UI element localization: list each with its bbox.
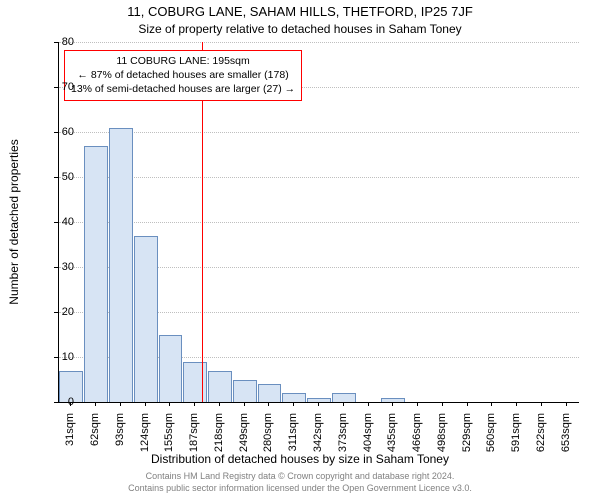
y-tick-mark bbox=[54, 177, 58, 178]
histogram-bar bbox=[332, 393, 356, 402]
grid-line bbox=[59, 177, 579, 178]
x-tick-mark bbox=[318, 402, 319, 406]
x-tick-mark bbox=[368, 402, 369, 406]
y-tick-label: 80 bbox=[44, 36, 74, 48]
x-tick-mark bbox=[145, 402, 146, 406]
x-tick-label: 311sqm bbox=[287, 413, 299, 453]
chart-container: 11, COBURG LANE, SAHAM HILLS, THETFORD, … bbox=[0, 0, 600, 500]
histogram-bar bbox=[84, 146, 108, 403]
y-tick-label: 30 bbox=[44, 261, 74, 273]
x-tick-label: 280sqm bbox=[262, 413, 274, 453]
x-tick-label: 62sqm bbox=[89, 413, 101, 453]
x-tick-label: 31sqm bbox=[64, 413, 76, 453]
histogram-bar bbox=[233, 380, 257, 403]
x-tick-label: 218sqm bbox=[213, 413, 225, 453]
y-tick-label: 10 bbox=[44, 351, 74, 363]
x-tick-label: 373sqm bbox=[337, 413, 349, 453]
chart-title: 11, COBURG LANE, SAHAM HILLS, THETFORD, … bbox=[0, 4, 600, 19]
y-tick-label: 50 bbox=[44, 171, 74, 183]
y-tick-label: 20 bbox=[44, 306, 74, 318]
x-tick-mark bbox=[293, 402, 294, 406]
x-tick-mark bbox=[70, 402, 71, 406]
x-axis-label: Distribution of detached houses by size … bbox=[0, 452, 600, 466]
x-tick-label: 187sqm bbox=[188, 413, 200, 453]
x-tick-mark bbox=[541, 402, 542, 406]
x-tick-label: 342sqm bbox=[312, 413, 324, 453]
x-tick-mark bbox=[417, 402, 418, 406]
x-tick-label: 622sqm bbox=[535, 413, 547, 453]
histogram-bar bbox=[159, 335, 183, 403]
x-tick-label: 93sqm bbox=[114, 413, 126, 453]
x-tick-mark bbox=[442, 402, 443, 406]
x-tick-mark bbox=[169, 402, 170, 406]
annotation-line-1: 11 COBURG LANE: 195sqm bbox=[71, 54, 295, 68]
x-tick-label: 591sqm bbox=[510, 413, 522, 453]
histogram-bar bbox=[282, 393, 306, 402]
x-tick-mark bbox=[268, 402, 269, 406]
histogram-bar bbox=[134, 236, 158, 403]
x-tick-mark bbox=[516, 402, 517, 406]
x-tick-label: 435sqm bbox=[386, 413, 398, 453]
x-tick-label: 466sqm bbox=[411, 413, 423, 453]
footer-line-1: Contains HM Land Registry data © Crown c… bbox=[0, 471, 600, 481]
x-tick-mark bbox=[95, 402, 96, 406]
annotation-box: 11 COBURG LANE: 195sqm ← 87% of detached… bbox=[64, 50, 302, 101]
footer-line-2: Contains public sector information licen… bbox=[0, 483, 600, 493]
x-tick-label: 498sqm bbox=[436, 413, 448, 453]
x-tick-mark bbox=[219, 402, 220, 406]
x-tick-label: 155sqm bbox=[163, 413, 175, 453]
histogram-bar bbox=[208, 371, 232, 403]
y-axis-label: Number of detached properties bbox=[7, 139, 21, 304]
x-tick-label: 529sqm bbox=[461, 413, 473, 453]
x-tick-label: 124sqm bbox=[139, 413, 151, 453]
x-tick-mark bbox=[467, 402, 468, 406]
y-tick-mark bbox=[54, 42, 58, 43]
chart-subtitle: Size of property relative to detached ho… bbox=[0, 22, 600, 36]
x-tick-label: 249sqm bbox=[238, 413, 250, 453]
annotation-line-3: 13% of semi-detached houses are larger (… bbox=[71, 82, 295, 96]
y-tick-label: 40 bbox=[44, 216, 74, 228]
y-tick-mark bbox=[54, 267, 58, 268]
annotation-line-2: ← 87% of detached houses are smaller (17… bbox=[71, 68, 295, 82]
x-tick-mark bbox=[566, 402, 567, 406]
grid-line bbox=[59, 42, 579, 43]
y-tick-label: 60 bbox=[44, 126, 74, 138]
x-tick-mark bbox=[194, 402, 195, 406]
y-tick-mark bbox=[54, 312, 58, 313]
x-tick-label: 560sqm bbox=[485, 413, 497, 453]
y-tick-mark bbox=[54, 132, 58, 133]
y-tick-mark bbox=[54, 87, 58, 88]
y-tick-mark bbox=[54, 402, 58, 403]
y-tick-label: 70 bbox=[44, 81, 74, 93]
x-tick-label: 653sqm bbox=[560, 413, 572, 453]
y-tick-mark bbox=[54, 357, 58, 358]
histogram-bar bbox=[183, 362, 207, 403]
histogram-bar bbox=[258, 384, 282, 402]
x-tick-mark bbox=[392, 402, 393, 406]
x-tick-mark bbox=[343, 402, 344, 406]
grid-line bbox=[59, 132, 579, 133]
y-tick-mark bbox=[54, 222, 58, 223]
x-tick-mark bbox=[120, 402, 121, 406]
x-tick-label: 404sqm bbox=[362, 413, 374, 453]
x-tick-mark bbox=[491, 402, 492, 406]
histogram-bar bbox=[109, 128, 133, 403]
x-tick-mark bbox=[244, 402, 245, 406]
grid-line bbox=[59, 222, 579, 223]
